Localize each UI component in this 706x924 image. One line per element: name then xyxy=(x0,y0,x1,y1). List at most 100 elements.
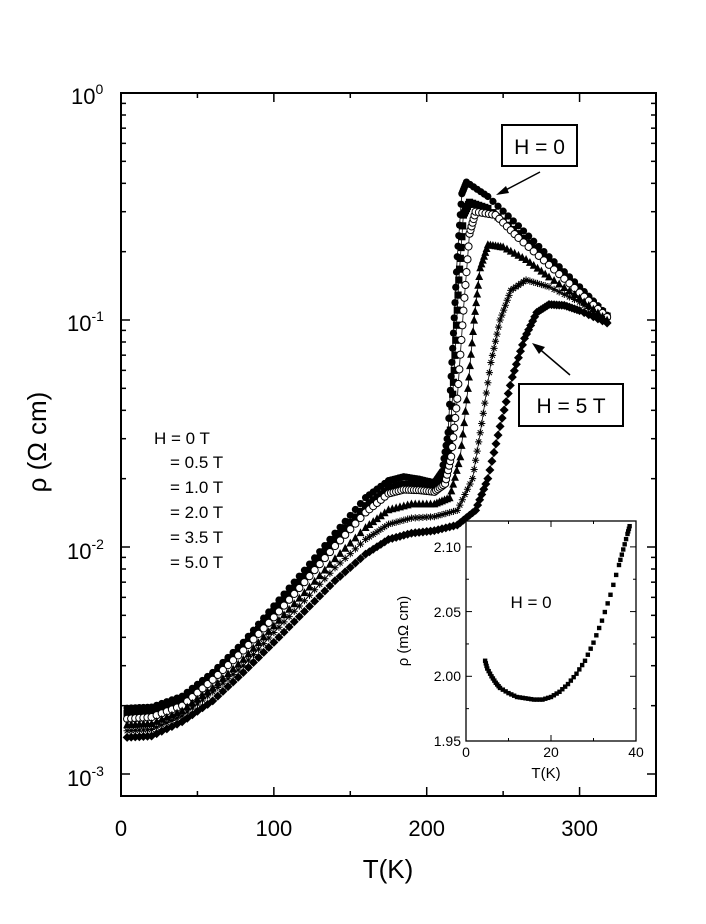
data-point xyxy=(295,593,304,602)
data-point xyxy=(336,559,344,567)
data-point xyxy=(264,642,274,652)
data-point xyxy=(254,645,263,653)
data-point xyxy=(544,260,554,269)
data-point xyxy=(299,606,309,616)
data-point xyxy=(493,430,503,440)
inset-y-tick-label: 2.10 xyxy=(434,539,461,555)
y-tick-label: 100 xyxy=(71,81,103,109)
data-point xyxy=(506,690,511,696)
data-point xyxy=(545,283,553,291)
data-point xyxy=(381,487,389,495)
data-point xyxy=(330,541,340,551)
data-point xyxy=(555,269,564,279)
data-point xyxy=(497,413,507,423)
data-point xyxy=(305,582,314,591)
data-point xyxy=(528,696,534,702)
data-point xyxy=(621,547,626,552)
data-point xyxy=(493,330,501,338)
data-point xyxy=(310,596,320,606)
data-point xyxy=(458,233,466,241)
data-point xyxy=(224,675,232,683)
data-point xyxy=(472,456,480,464)
data-point xyxy=(139,708,148,716)
data-point xyxy=(537,697,542,702)
data-point xyxy=(361,523,370,531)
data-point xyxy=(254,625,263,634)
data-point xyxy=(565,286,574,295)
y-tick-label: 10-3 xyxy=(67,763,104,791)
data-point xyxy=(377,525,385,533)
legend-entry: = 2.0 T xyxy=(170,503,223,522)
data-point xyxy=(517,695,523,700)
data-point xyxy=(531,697,537,702)
inset-series xyxy=(482,523,632,702)
data-point xyxy=(520,695,525,701)
data-point xyxy=(453,306,461,314)
data-point xyxy=(208,696,218,706)
data-point xyxy=(447,452,456,461)
inset-y-axis-title: ρ (mΩ cm) xyxy=(395,596,412,667)
data-point xyxy=(537,266,546,275)
arrowhead-icon xyxy=(496,186,509,195)
data-point xyxy=(574,671,579,676)
data-point xyxy=(335,536,345,545)
data-point xyxy=(123,727,131,735)
data-point xyxy=(294,612,304,622)
x-tick-label: 300 xyxy=(561,816,598,841)
data-point xyxy=(496,316,504,324)
data-point xyxy=(523,696,528,701)
data-point xyxy=(249,651,258,659)
data-point xyxy=(487,671,493,676)
data-point xyxy=(239,662,247,670)
data-point xyxy=(356,513,365,523)
data-point xyxy=(341,524,349,532)
data-point xyxy=(456,350,465,359)
y-tick-exponent: -2 xyxy=(91,536,104,552)
data-point xyxy=(381,523,389,531)
data-point xyxy=(475,272,484,281)
data-point xyxy=(234,651,243,660)
data-point xyxy=(487,456,497,466)
data-point xyxy=(265,613,273,622)
data-point xyxy=(519,278,528,286)
data-point xyxy=(188,688,196,697)
data-point xyxy=(461,280,470,290)
data-point xyxy=(596,625,602,631)
data-point xyxy=(522,276,530,284)
data-point xyxy=(499,207,507,215)
data-point xyxy=(244,656,252,664)
data-point xyxy=(384,520,393,528)
data-point xyxy=(295,602,303,610)
data-point xyxy=(162,712,171,721)
data-point xyxy=(501,301,510,309)
data-point xyxy=(456,501,464,509)
y-tick-base: 10 xyxy=(71,84,95,109)
data-point xyxy=(570,295,579,304)
data-point xyxy=(275,602,283,610)
data-point xyxy=(476,429,484,437)
data-point xyxy=(588,646,593,651)
data-point xyxy=(457,335,466,345)
data-point xyxy=(565,681,571,687)
data-point xyxy=(473,447,481,455)
data-point xyxy=(509,692,514,697)
data-point xyxy=(311,560,319,568)
data-point xyxy=(450,366,458,374)
data-point xyxy=(444,450,452,458)
data-point xyxy=(275,623,283,631)
data-point xyxy=(223,682,233,692)
data-point xyxy=(485,465,495,475)
data-point xyxy=(168,716,176,725)
data-point xyxy=(449,433,458,442)
data-point xyxy=(458,496,466,504)
data-point xyxy=(369,496,377,504)
data-point xyxy=(605,601,610,606)
data-point xyxy=(446,438,454,446)
data-point xyxy=(484,663,489,669)
y-tick-base: 10 xyxy=(67,766,91,791)
data-point xyxy=(163,702,171,710)
data-point xyxy=(468,475,477,483)
legend-entry: = 3.5 T xyxy=(170,528,223,547)
legend-entry: = 0.5 T xyxy=(170,453,223,472)
data-point xyxy=(183,693,191,701)
